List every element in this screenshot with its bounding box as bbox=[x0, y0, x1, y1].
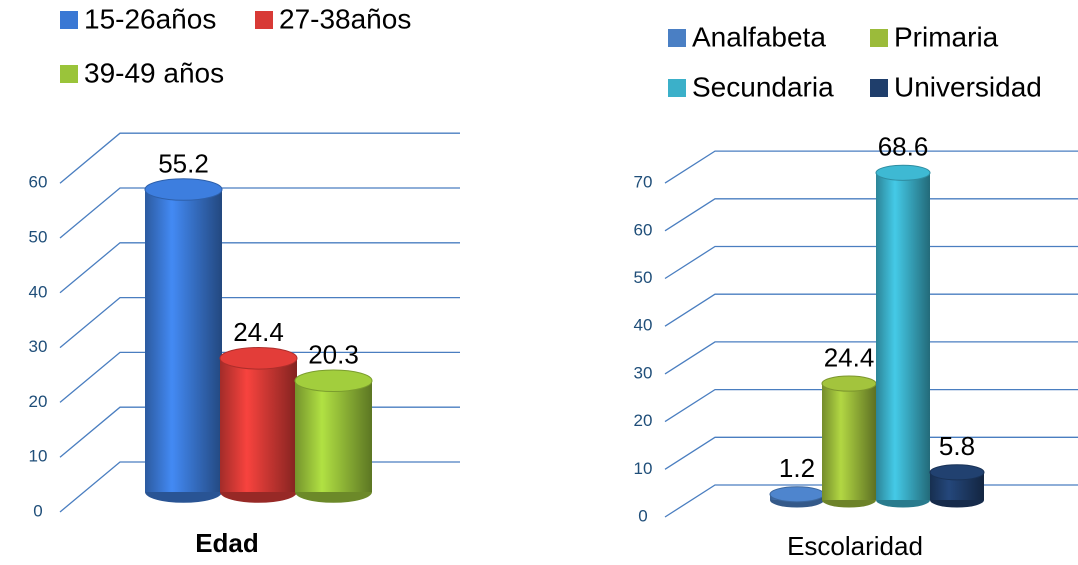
legend-label: 15-26años bbox=[84, 3, 216, 34]
grid-line bbox=[59, 296, 460, 349]
value-label: 55.2 bbox=[158, 148, 209, 178]
bar bbox=[876, 172, 930, 500]
y-tick-label: 0 bbox=[33, 501, 42, 520]
bar-top bbox=[219, 347, 298, 370]
y-tick-label: 10 bbox=[634, 459, 653, 478]
bar-top bbox=[144, 178, 223, 201]
bar-top bbox=[294, 369, 373, 393]
grid-line bbox=[59, 242, 460, 294]
legend-label: 39-49 años bbox=[84, 57, 224, 88]
grid-line bbox=[664, 245, 1078, 280]
bar-top bbox=[821, 375, 877, 392]
value-label: 5.8 bbox=[939, 431, 975, 461]
value-label: 68.6 bbox=[878, 132, 929, 162]
bar-top bbox=[769, 486, 825, 503]
legend-swatch bbox=[255, 11, 273, 29]
y-tick-label: 60 bbox=[634, 220, 653, 239]
grid-line bbox=[664, 388, 1078, 423]
legend-swatch bbox=[870, 79, 888, 97]
legend-label: Secundaria bbox=[692, 71, 834, 102]
grid-line bbox=[59, 351, 460, 403]
legend-label: Universidad bbox=[894, 71, 1042, 102]
bar-top bbox=[875, 164, 931, 181]
y-tick-label: 10 bbox=[29, 447, 48, 466]
legend-swatch bbox=[60, 65, 78, 83]
y-tick-label: 50 bbox=[29, 227, 48, 246]
y-tick-label: 20 bbox=[29, 392, 48, 411]
y-tick-label: 50 bbox=[634, 268, 653, 287]
legend-label: Analfabeta bbox=[692, 21, 826, 52]
grid-line bbox=[59, 187, 460, 239]
legend-swatch bbox=[668, 29, 686, 47]
bar bbox=[220, 358, 297, 492]
y-tick-label: 30 bbox=[29, 337, 48, 356]
value-label: 1.2 bbox=[779, 453, 815, 483]
legend-label: 27-38años bbox=[279, 3, 411, 34]
legend-label: Primaria bbox=[894, 21, 999, 52]
grid-line bbox=[664, 293, 1078, 327]
bar bbox=[145, 189, 222, 492]
legend-swatch bbox=[870, 29, 888, 47]
y-tick-label: 70 bbox=[634, 173, 653, 192]
value-label: 24.4 bbox=[233, 317, 284, 347]
value-label: 24.4 bbox=[824, 342, 875, 372]
bar bbox=[295, 380, 372, 492]
y-tick-label: 30 bbox=[634, 363, 653, 382]
bar-top bbox=[929, 464, 985, 481]
legend-swatch bbox=[60, 11, 78, 29]
grid-line bbox=[664, 436, 1078, 470]
legend-swatch bbox=[668, 79, 686, 97]
category-label: Escolaridad bbox=[787, 531, 923, 561]
grid-line bbox=[664, 198, 1078, 232]
grid-line bbox=[664, 150, 1078, 184]
category-label: Edad bbox=[195, 528, 259, 558]
grid-line bbox=[664, 341, 1078, 375]
y-tick-label: 40 bbox=[29, 282, 48, 301]
y-tick-label: 20 bbox=[634, 411, 653, 430]
bar bbox=[822, 383, 876, 500]
y-tick-label: 0 bbox=[638, 506, 647, 525]
y-tick-label: 40 bbox=[634, 316, 653, 335]
value-label: 20.3 bbox=[308, 340, 359, 370]
y-tick-label: 60 bbox=[29, 173, 48, 192]
grid-line bbox=[59, 132, 460, 184]
